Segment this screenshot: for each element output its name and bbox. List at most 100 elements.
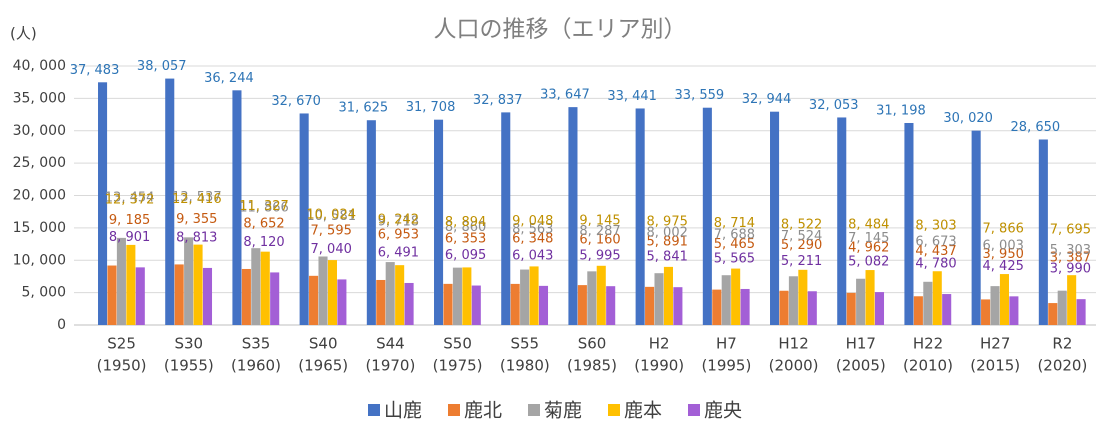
data-label: 9, 355 bbox=[176, 212, 217, 227]
legend-swatch bbox=[368, 404, 380, 416]
data-label: 7, 595 bbox=[311, 223, 352, 238]
bar bbox=[126, 244, 136, 325]
data-label: 8, 120 bbox=[243, 235, 284, 250]
bar bbox=[318, 256, 328, 325]
data-label: 4, 780 bbox=[915, 257, 956, 272]
x-tick-label: (1950) bbox=[97, 357, 147, 375]
bar bbox=[270, 272, 280, 325]
data-label: 5, 211 bbox=[781, 254, 822, 269]
data-label: 5, 891 bbox=[647, 234, 688, 249]
y-tick-label: 25, 000 bbox=[13, 155, 66, 171]
data-label: 8, 975 bbox=[647, 214, 688, 229]
x-tick-label: (2000) bbox=[769, 357, 819, 375]
bar bbox=[577, 285, 587, 325]
bar bbox=[971, 130, 981, 325]
bar bbox=[299, 113, 309, 325]
data-label: 6, 353 bbox=[445, 231, 486, 246]
data-label: 8, 714 bbox=[714, 216, 755, 231]
x-tick-label: (1960) bbox=[231, 357, 281, 375]
x-tick-label: S40 bbox=[309, 335, 338, 353]
data-label: 12, 372 bbox=[105, 192, 155, 207]
data-label: 38, 057 bbox=[137, 59, 187, 74]
data-label: 6, 003 bbox=[983, 239, 1024, 254]
data-label: 3, 950 bbox=[983, 247, 1024, 262]
legend-label: 山鹿 bbox=[384, 400, 422, 421]
data-label: 31, 198 bbox=[876, 103, 926, 118]
x-tick-label: H22 bbox=[913, 335, 943, 353]
y-tick-label: 0 bbox=[57, 317, 66, 333]
legend-label: 鹿本 bbox=[624, 400, 662, 421]
bar bbox=[788, 276, 798, 325]
bar bbox=[913, 296, 923, 325]
bar bbox=[1057, 290, 1067, 325]
data-label: 4, 962 bbox=[848, 240, 889, 255]
data-label: 6, 160 bbox=[579, 233, 620, 248]
y-axis-label: (人) bbox=[10, 25, 37, 43]
bar bbox=[520, 269, 530, 325]
bar bbox=[1038, 139, 1048, 325]
data-label: 8, 303 bbox=[915, 219, 956, 234]
data-label: 8, 813 bbox=[176, 230, 217, 245]
legend-swatch bbox=[688, 404, 700, 416]
bar bbox=[385, 262, 395, 325]
data-label: 33, 441 bbox=[607, 89, 657, 104]
data-label: 12, 416 bbox=[172, 192, 222, 207]
bar bbox=[251, 248, 261, 325]
bar bbox=[635, 108, 645, 325]
data-label: 3, 990 bbox=[1050, 262, 1091, 277]
bar bbox=[923, 281, 933, 325]
data-label: 32, 053 bbox=[809, 98, 859, 113]
bar bbox=[654, 273, 664, 325]
data-label: 8, 652 bbox=[243, 216, 284, 231]
data-label: 8, 287 bbox=[579, 224, 620, 239]
bar bbox=[606, 286, 616, 325]
bar bbox=[327, 260, 337, 325]
bar bbox=[529, 266, 539, 325]
x-tick-label: H2 bbox=[649, 335, 670, 353]
bar bbox=[1076, 299, 1086, 325]
data-label: 11, 327 bbox=[239, 199, 289, 214]
bar bbox=[376, 279, 386, 325]
bar bbox=[904, 122, 914, 325]
legend-swatch bbox=[528, 404, 540, 416]
x-tick-label: (1995) bbox=[701, 357, 751, 375]
x-tick-label: (1975) bbox=[433, 357, 483, 375]
data-label: 5, 465 bbox=[714, 237, 755, 252]
bar bbox=[510, 283, 520, 325]
x-tick-label: (2010) bbox=[903, 357, 953, 375]
bar bbox=[260, 251, 270, 325]
data-label: 9, 718 bbox=[378, 215, 419, 230]
bar bbox=[587, 271, 597, 325]
bar bbox=[779, 290, 789, 325]
bar bbox=[241, 268, 251, 325]
data-label: 8, 002 bbox=[647, 226, 688, 241]
data-label: 8, 894 bbox=[445, 215, 486, 230]
data-label: 7, 145 bbox=[848, 231, 889, 246]
x-tick-label: (1990) bbox=[634, 357, 684, 375]
x-tick-label: (1970) bbox=[365, 357, 415, 375]
data-label: 5, 082 bbox=[848, 255, 889, 270]
data-label: 32, 670 bbox=[271, 94, 321, 109]
bar bbox=[645, 286, 655, 325]
legend-swatch bbox=[448, 404, 460, 416]
data-label: 9, 048 bbox=[512, 214, 553, 229]
data-label: 7, 524 bbox=[781, 229, 822, 244]
x-tick-label: S44 bbox=[376, 335, 405, 353]
data-label: 5, 303 bbox=[1050, 243, 1091, 258]
legend-swatch bbox=[608, 404, 620, 416]
y-tick-label: 15, 000 bbox=[13, 220, 66, 236]
bar bbox=[501, 112, 511, 325]
bar bbox=[366, 120, 376, 326]
y-tick-label: 10, 000 bbox=[13, 252, 66, 268]
data-label: 8, 901 bbox=[109, 230, 150, 245]
data-label: 5, 290 bbox=[781, 238, 822, 253]
data-label: 7, 695 bbox=[1050, 223, 1091, 238]
bar bbox=[874, 292, 885, 325]
data-label: 13, 537 bbox=[172, 190, 222, 205]
data-label: 8, 522 bbox=[781, 217, 822, 232]
bar bbox=[596, 265, 606, 325]
data-label: 6, 095 bbox=[445, 248, 486, 263]
data-label: 4, 425 bbox=[983, 259, 1024, 274]
data-label: 7, 866 bbox=[983, 222, 1024, 237]
data-label: 33, 647 bbox=[540, 88, 590, 103]
